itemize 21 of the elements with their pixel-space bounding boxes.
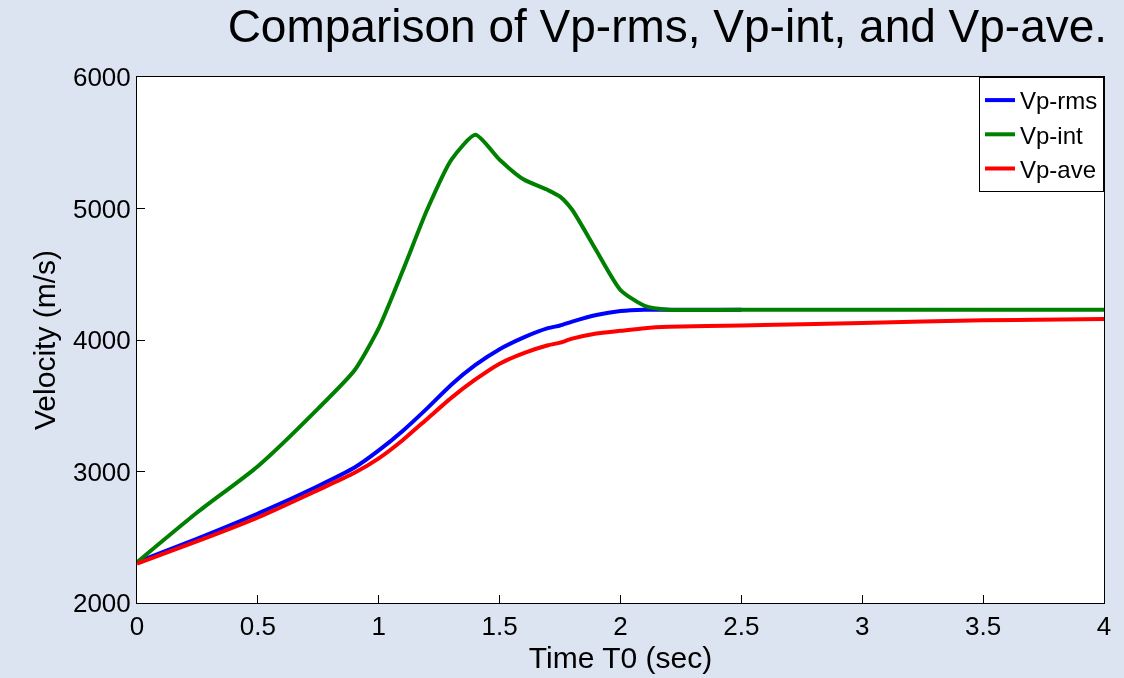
x-tick-label: 2: [613, 611, 628, 642]
y-tick-label: 3000: [72, 456, 131, 487]
legend-label: Vp-int: [1020, 121, 1084, 149]
x-tick-label: 1: [371, 611, 386, 642]
y-tick-label: 6000: [72, 62, 131, 93]
y-tick-label: 5000: [72, 193, 131, 224]
y-axis-title: Velocity (m/s): [27, 249, 61, 431]
line-series: [137, 316, 1104, 566]
x-tick-label: 0.5: [239, 611, 276, 642]
x-axis-title: Time T0 (sec): [528, 641, 713, 675]
x-tick-label: 3: [855, 611, 870, 642]
x-tick-label: 1.5: [481, 611, 518, 642]
x-tick-label: 4: [1096, 611, 1112, 642]
x-tick-label: 3.5: [965, 611, 1002, 642]
legend-label: Vp-rms: [1020, 87, 1098, 115]
x-tick-label: 0: [129, 611, 145, 642]
chart-title: Comparison of Vp-rms, Vp-int, and Vp-ave.: [227, 0, 1108, 53]
y-tick-label: 2000: [72, 588, 131, 619]
y-tick-label: 4000: [72, 325, 131, 356]
x-tick-label: 2.5: [723, 611, 760, 642]
legend-label: Vp-ave: [1020, 155, 1097, 183]
